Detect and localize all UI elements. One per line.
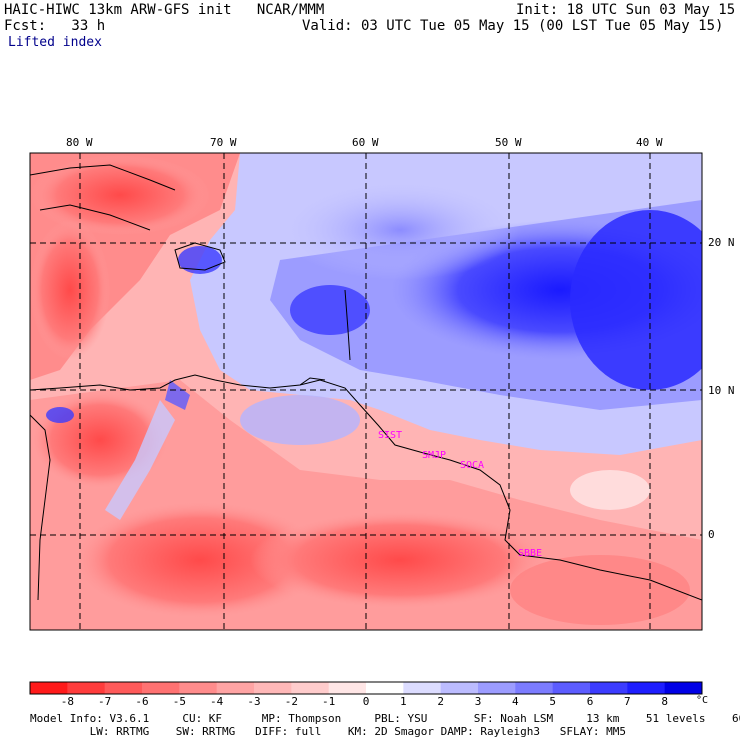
lat-label-20n: 20 N [708,236,735,249]
colorbar-tick-label: -1 [322,695,336,708]
map-frame [29,152,703,631]
title-left: HAIC-HIWC 13km ARW-GFS init NCAR/MMM [4,2,325,18]
colorbar-swatch [328,682,367,694]
station-sist: SIST [378,430,403,441]
model-info-line1: Model Info: V3.6.1 CU: KF MP: Thompson P… [30,712,740,725]
colorbar-tick-label: 0 [362,695,370,708]
colorbar-swatch [67,682,106,694]
lon-label-70w: 70 W [210,136,237,149]
colorbar-tick-label: 8 [661,695,668,708]
colorbar-swatch [664,682,703,694]
colorbar-swatch [366,682,404,694]
lon-label-50w: 50 W [495,136,522,149]
colorbar-swatch [478,682,516,694]
colorbar-tick-label: -3 [247,695,261,708]
colorbar-tick-label: -4 [210,695,224,708]
model-info-line2: LW: RRTMG SW: RRTMG DIFF: full KM: 2D Sm… [30,725,627,738]
grid-lines [30,153,702,630]
colorbar-swatch [440,682,479,694]
colorbar-swatch [179,682,218,694]
lat-label-10n: 10 N [708,384,735,397]
colorbar-tick-label: -6 [135,695,149,708]
colorbar [29,681,703,695]
colorbar-tick-label: 4 [512,695,519,708]
station-soca: SOCA [460,460,485,471]
colorbar-swatch [627,682,666,694]
field-name: Lifted index [8,35,102,50]
colorbar-tick-label: -7 [98,695,112,708]
forecast-hour: Fcst: 33 h [4,18,106,34]
colorbar-tick-label: 3 [474,695,482,708]
station-sbbe: SBBE [518,548,543,559]
coastlines [30,164,702,601]
colorbar-tick-label: 7 [624,695,631,708]
colorbar-swatch [254,682,292,694]
colorbar-tick-label: 6 [586,695,594,708]
colorbar-tick-label: -2 [284,695,298,708]
colorbar-swatch [291,682,330,694]
colorbar-tick-label: -5 [172,695,186,708]
colorbar-swatch [30,682,68,694]
colorbar-tick-label: 1 [400,695,407,708]
colorbar-swatch [403,682,442,694]
colorbar-swatch [590,682,628,694]
colorbar-border [29,681,703,695]
station-smjp: SMJP [422,450,447,461]
colorbar-swatch [515,682,554,694]
colorbar-tick-label: 2 [437,695,444,708]
colorbar-tick-label: 5 [549,695,556,708]
lon-label-60w: 60 W [352,136,379,149]
lon-label-80w: 80 W [66,136,93,149]
colorbar-unit: °C [696,695,709,706]
colorbar-swatch [142,682,180,694]
lon-label-40w: 40 W [636,136,663,149]
lat-label-equator: 0 [708,528,715,541]
valid-time: Valid: 03 UTC Tue 05 May 15 (00 LST Tue … [302,18,724,34]
colorbar-swatch [216,682,255,694]
colorbar-tick-label: -8 [60,695,74,708]
colorbar-swatch [104,682,143,694]
colorbar-swatch [552,682,591,694]
init-time: Init: 18 UTC Sun 03 May 15 [516,2,736,18]
